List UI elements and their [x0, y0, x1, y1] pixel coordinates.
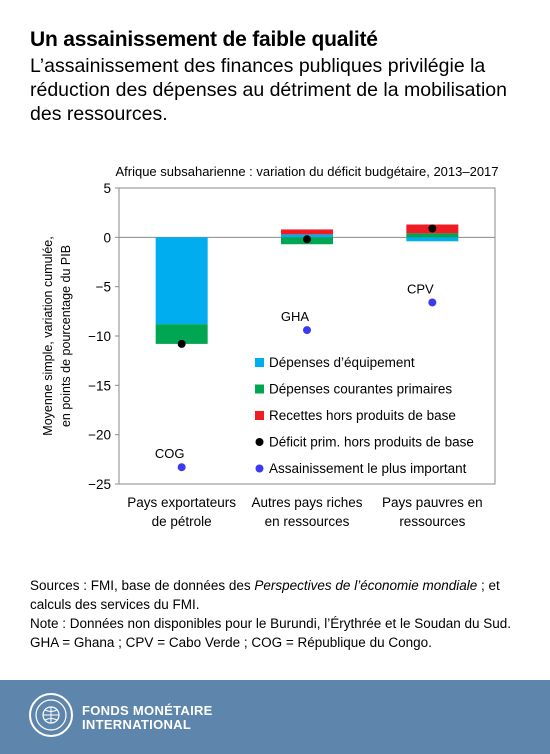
imf-name-line1: FONDS MONÉTAIRE: [82, 703, 213, 718]
sources-suffix: ; et calculs des services du FMI.: [30, 578, 500, 612]
legend-marker: [255, 438, 264, 446]
x-tick-label: en ressources: [265, 514, 350, 529]
x-tick-label: Autres pays riches: [251, 495, 362, 510]
legend-swatch: [255, 358, 264, 367]
page-subtitle: L’assainissement des finances publiques …: [30, 55, 507, 125]
sources-prefix: Sources : FMI, base de données des: [30, 578, 255, 593]
legend-label: Dépenses d’équipement: [269, 355, 415, 370]
data-point: [177, 339, 186, 348]
y-tick-label: 5: [103, 181, 111, 196]
bar-segment: [281, 229, 333, 235]
legend-label: Dépenses courantes primaires: [269, 382, 452, 397]
y-tick-label: −15: [88, 378, 111, 393]
x-tick-label: ressources: [399, 514, 465, 529]
y-tick-label: −20: [88, 428, 111, 443]
x-tick-label: Pays pauvres en: [382, 495, 483, 510]
page-title: Un assainissement de faible qualité: [30, 28, 378, 51]
data-point: [303, 235, 311, 244]
bar-segment: [155, 237, 208, 325]
bar-segment: [155, 324, 208, 344]
bar-segment: [406, 233, 459, 238]
chart-notes: Sources : FMI, base de données des Persp…: [30, 576, 530, 652]
point-label: GHA: [281, 309, 310, 324]
legend-label: Assainissement le plus important: [269, 461, 467, 476]
x-tick-label: Pays exportateurs: [127, 495, 236, 510]
y-tick-label: −10: [88, 329, 111, 344]
footer-bar: FONDS MONÉTAIRE INTERNATIONAL: [0, 680, 550, 754]
imf-seal-icon: [29, 693, 73, 737]
legend-swatch: [255, 384, 264, 394]
abbreviations-text: GHA = Ghana ; CPV = Cabo Verde ; COG = R…: [30, 635, 432, 650]
legend-swatch: [255, 411, 264, 420]
sources-publication: Perspectives de l’économie mondiale: [254, 578, 478, 593]
bar-segment: [406, 237, 459, 242]
imf-name-line2: INTERNATIONAL: [82, 717, 192, 732]
legend-label: Recettes hors produits de base: [269, 408, 456, 423]
data-point: [428, 298, 437, 307]
x-tick-label: de pétrole: [152, 514, 212, 529]
chart: Afrique subsaharienne : variation du déf…: [0, 150, 550, 540]
data-point: [428, 224, 437, 233]
data-point: [303, 326, 311, 335]
data-point: [177, 463, 186, 472]
note-text: Note : Données non disponibles pour le B…: [30, 616, 512, 631]
y-axis-label: en points de pourcentage du PIB: [59, 245, 73, 427]
y-axis-label: Moyenne simple, variation cumulée,: [41, 236, 55, 435]
point-label: COG: [155, 446, 185, 461]
y-tick-label: −5: [96, 280, 111, 295]
y-tick-label: −25: [88, 477, 111, 492]
point-label: CPV: [407, 281, 434, 296]
legend-marker: [255, 464, 264, 473]
chart-title: Afrique subsaharienne : variation du déf…: [115, 164, 498, 179]
y-tick-label: 0: [103, 230, 111, 245]
sources-text: Sources : FMI, base de données des Persp…: [30, 576, 530, 614]
imf-name: FONDS MONÉTAIRE INTERNATIONAL: [82, 704, 213, 732]
legend-label: Déficit prim. hors produits de base: [269, 435, 474, 450]
chart-svg: Afrique subsaharienne : variation du déf…: [41, 164, 499, 529]
